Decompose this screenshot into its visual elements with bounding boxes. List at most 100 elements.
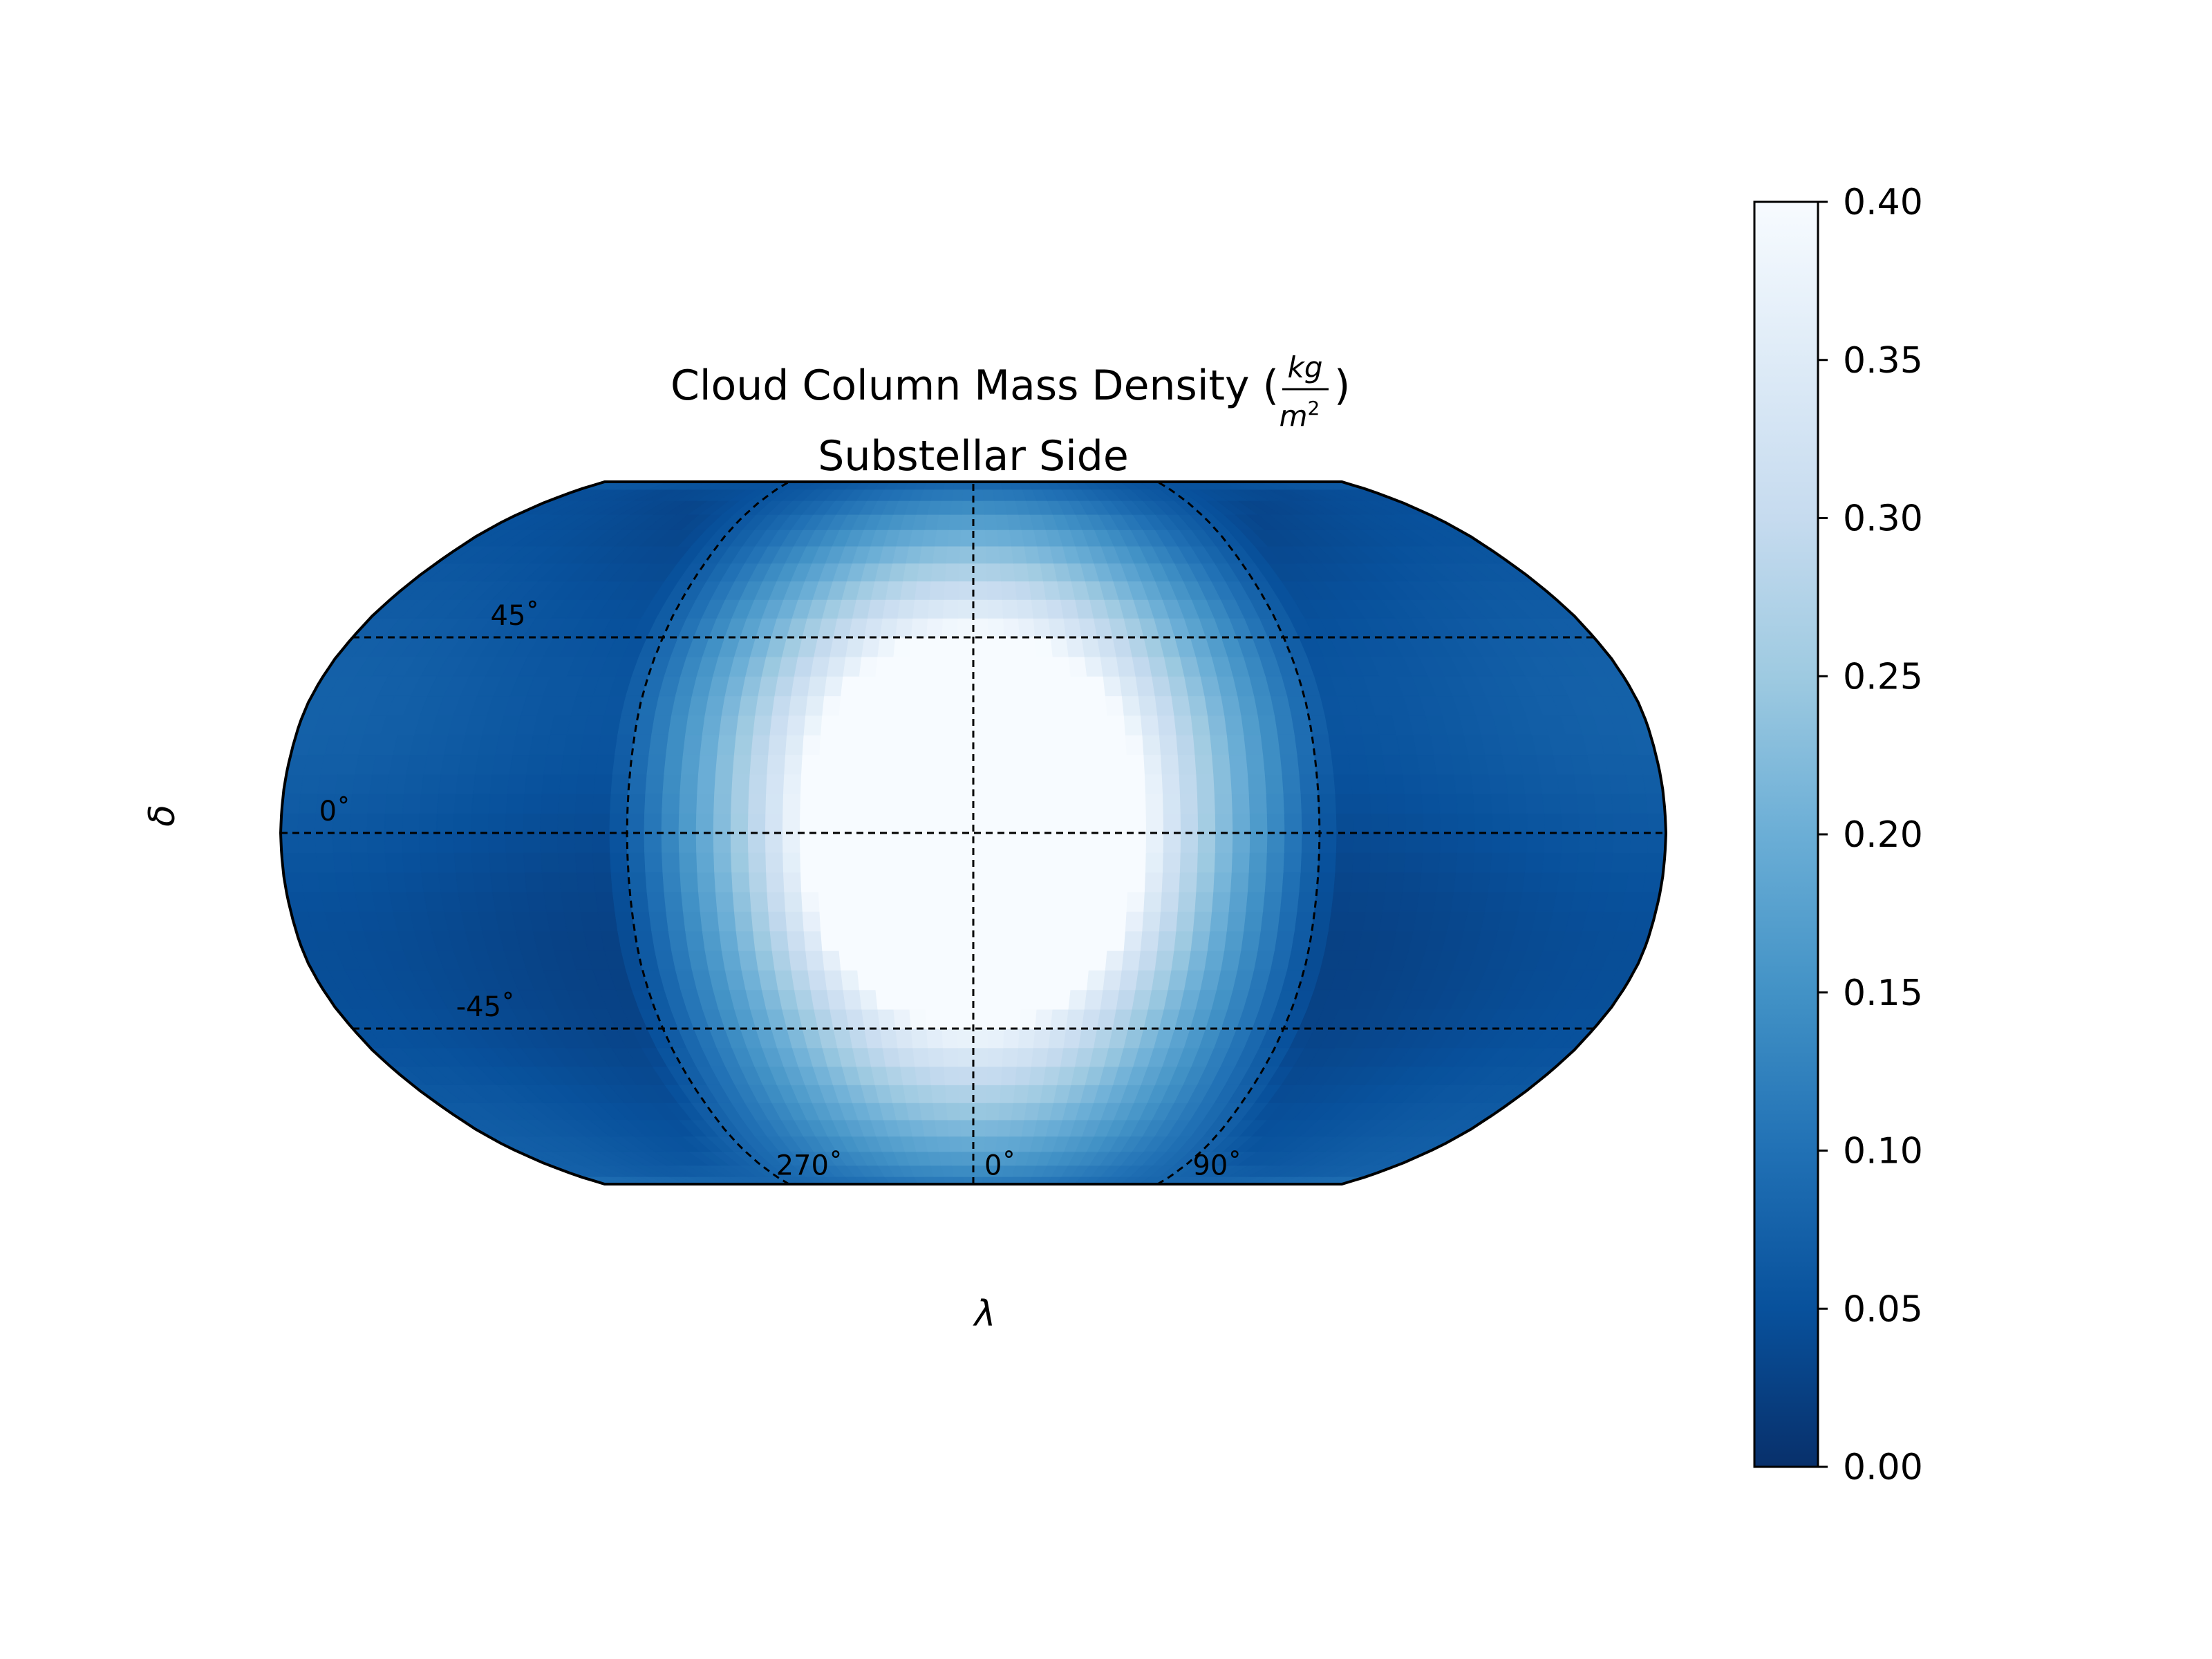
heatmap-cell — [984, 1119, 1000, 1137]
heatmap-cell — [908, 656, 926, 677]
heatmap-cell — [526, 754, 547, 775]
heatmap-cell — [1301, 813, 1320, 834]
heatmap-cell — [1176, 910, 1196, 932]
heatmap-cell — [1630, 813, 1649, 834]
heatmap-cell — [1628, 793, 1649, 814]
heatmap-cell — [1000, 1084, 1016, 1103]
heatmap-cell — [956, 989, 974, 1010]
heatmap-cell — [421, 872, 442, 892]
heatmap-cell — [1019, 1009, 1038, 1029]
heatmap-cell — [861, 637, 881, 657]
heatmap-cell — [1231, 852, 1250, 873]
heatmap-cell — [939, 1151, 953, 1166]
heatmap-cell — [1399, 754, 1421, 775]
heatmap-cell — [1068, 656, 1088, 677]
heatmap-cell — [951, 489, 964, 501]
heatmap-cell — [950, 500, 964, 515]
heatmap-cell — [1210, 910, 1230, 932]
heatmap-cell — [1277, 910, 1298, 932]
heatmap-cell — [1438, 852, 1459, 873]
heatmap-cell — [1280, 754, 1300, 775]
heatmap-cell — [990, 872, 1009, 892]
heatmap-cell — [1433, 891, 1455, 912]
heatmap-cell — [941, 617, 959, 638]
heatmap-cell — [1040, 734, 1059, 756]
heatmap-cell — [507, 872, 527, 892]
heatmap-cell — [1213, 872, 1232, 892]
heatmap-cell — [1128, 793, 1147, 814]
heatmap-cell — [854, 930, 874, 951]
heatmap-cell — [805, 950, 825, 971]
heatmap-cell — [1405, 832, 1424, 853]
heatmap-cell — [983, 500, 997, 515]
heatmap-cell — [887, 754, 906, 775]
heatmap-cell — [1023, 930, 1042, 951]
heatmap-cell — [973, 563, 988, 582]
heatmap-cell — [1492, 813, 1511, 834]
heatmap-cell — [956, 695, 974, 716]
heatmap-cell — [957, 1047, 974, 1067]
heatmap-cell — [817, 774, 836, 794]
heatmap-cell — [1625, 774, 1647, 794]
heatmap-cell — [297, 832, 317, 853]
heatmap-cell — [1093, 872, 1112, 892]
heatmap-cell — [906, 969, 926, 991]
heatmap-cell — [1284, 813, 1303, 834]
heatmap-cell — [973, 1102, 987, 1121]
heatmap-cell — [1595, 813, 1615, 834]
heatmap-cell — [526, 891, 547, 912]
heatmap-cell — [1163, 813, 1182, 834]
heatmap-cell — [947, 1119, 962, 1137]
heatmap-cell — [578, 754, 599, 775]
heatmap-cell — [1541, 852, 1562, 873]
heatmap-cell — [942, 1047, 959, 1067]
heatmap-cell — [903, 774, 923, 794]
heatmap-cell — [923, 675, 941, 697]
heatmap-cell — [1387, 832, 1407, 853]
heatmap-cell — [1084, 989, 1104, 1010]
heatmap-cell — [1214, 793, 1233, 814]
heatmap-cell — [751, 910, 771, 932]
heatmap-cell — [984, 529, 1000, 547]
heatmap-cell — [921, 774, 939, 794]
heatmap-cell — [470, 832, 490, 853]
heatmap-cell — [985, 1102, 1001, 1121]
heatmap-cell — [1040, 910, 1059, 932]
heatmap-cell — [973, 1165, 984, 1177]
heatmap-cell — [561, 754, 581, 775]
heatmap-cell — [906, 950, 924, 971]
heatmap-cell — [755, 695, 776, 716]
heatmap-cell — [903, 832, 922, 853]
heatmap-cell — [1345, 734, 1367, 756]
heatmap-cell — [886, 793, 905, 814]
heatmap-cell — [962, 489, 974, 501]
heatmap-cell — [834, 813, 853, 834]
heatmap-cell — [805, 695, 825, 716]
heatmap-cell — [662, 793, 681, 814]
heatmap-cell — [559, 872, 579, 892]
heatmap-cell — [1041, 872, 1060, 892]
heatmap-cell — [404, 774, 424, 794]
heatmap-cell — [989, 734, 1008, 756]
heatmap-cell — [942, 599, 959, 619]
heatmap-cell — [1126, 891, 1145, 912]
heatmap-cell — [852, 793, 870, 814]
heatmap-cell — [1226, 734, 1247, 756]
heatmap-cell — [696, 793, 715, 814]
heatmap-cell — [1024, 793, 1043, 814]
colorbar-tick-label: 0.35 — [1843, 340, 1923, 382]
heatmap-cell — [1277, 734, 1298, 756]
heatmap-cell — [888, 715, 907, 735]
heatmap-cell — [384, 813, 403, 834]
heatmap-cell — [1058, 754, 1077, 775]
heatmap-cell — [1224, 930, 1245, 951]
heatmap-cell — [987, 1047, 1004, 1067]
heatmap-cell — [938, 774, 957, 794]
heatmap-cell — [1544, 832, 1563, 853]
heatmap-cell — [697, 872, 716, 892]
heatmap-cell — [869, 852, 888, 873]
latitude-label: 0˚ — [319, 796, 350, 827]
heatmap-cell — [404, 872, 424, 892]
heatmap-cell — [973, 872, 991, 892]
heatmap-cell — [730, 832, 749, 853]
